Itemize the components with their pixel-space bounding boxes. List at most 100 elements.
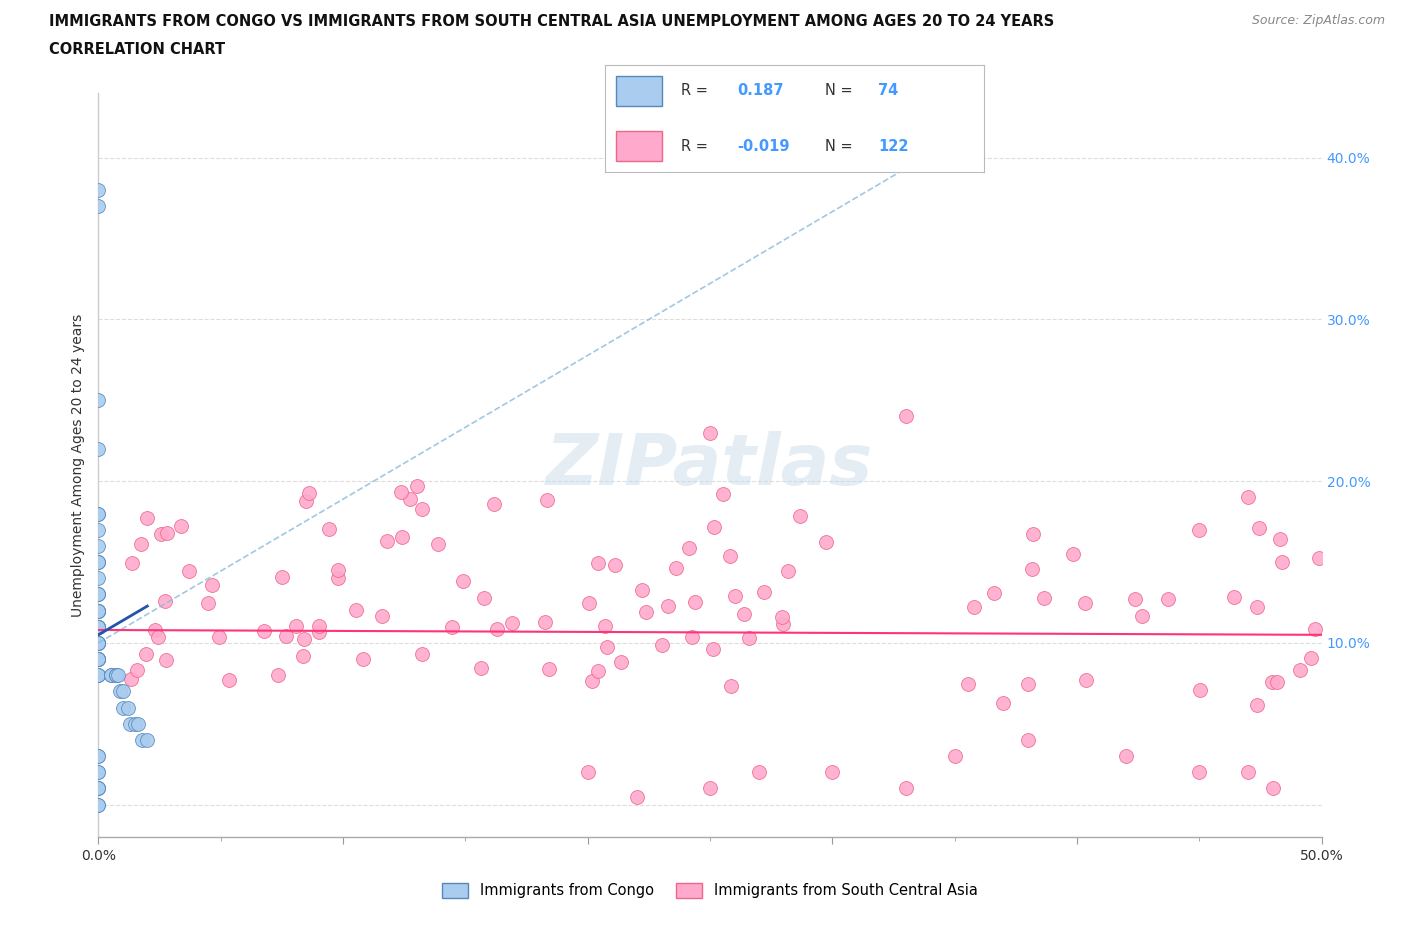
Point — [581, 673, 603, 688]
Point — [1249, 521, 1271, 536]
Point — [87, 554, 110, 569]
Point — [87, 538, 110, 553]
Point — [276, 629, 298, 644]
Point — [1033, 591, 1056, 605]
Bar — [616, 131, 662, 162]
Point — [389, 485, 412, 499]
Point — [218, 672, 240, 687]
Point — [703, 519, 725, 534]
Bar — [616, 76, 662, 106]
Text: Source: ZipAtlas.com: Source: ZipAtlas.com — [1251, 14, 1385, 27]
Text: N =: N = — [825, 139, 852, 153]
Point — [1074, 673, 1097, 688]
Point — [634, 604, 657, 619]
Point — [201, 578, 224, 592]
Point — [207, 630, 229, 644]
Text: ZIPatlas: ZIPatlas — [547, 431, 873, 499]
Point — [87, 764, 110, 779]
Point — [1017, 676, 1039, 691]
Text: CORRELATION CHART: CORRELATION CHART — [49, 42, 225, 57]
Point — [87, 604, 110, 618]
Point — [87, 506, 110, 521]
Point — [87, 652, 110, 667]
Point — [318, 522, 340, 537]
Point — [87, 652, 110, 667]
Point — [391, 529, 413, 544]
Point — [1021, 562, 1043, 577]
Point — [537, 661, 560, 676]
Point — [145, 622, 167, 637]
Point — [406, 479, 429, 494]
Point — [894, 409, 917, 424]
Text: N =: N = — [825, 84, 852, 99]
Point — [411, 501, 433, 516]
Point — [772, 617, 794, 631]
Point — [737, 631, 759, 645]
Point — [127, 716, 149, 731]
Point — [131, 733, 153, 748]
Legend: Immigrants from Congo, Immigrants from South Central Asia: Immigrants from Congo, Immigrants from S… — [436, 877, 984, 904]
Point — [328, 570, 350, 585]
Point — [155, 653, 177, 668]
Point — [146, 630, 169, 644]
Point — [1308, 551, 1330, 565]
Text: IMMIGRANTS FROM CONGO VS IMMIGRANTS FROM SOUTH CENTRAL ASIA UNEMPLOYMENT AMONG A: IMMIGRANTS FROM CONGO VS IMMIGRANTS FROM… — [49, 14, 1054, 29]
Point — [470, 660, 492, 675]
Point — [1246, 599, 1268, 614]
Point — [752, 585, 775, 600]
Point — [631, 583, 654, 598]
Point — [87, 781, 110, 796]
Point — [87, 506, 110, 521]
Point — [399, 491, 422, 506]
Point — [1115, 749, 1137, 764]
Point — [87, 523, 110, 538]
Point — [1271, 555, 1294, 570]
Point — [344, 603, 367, 618]
Point — [1303, 622, 1326, 637]
Point — [121, 556, 143, 571]
Point — [718, 549, 741, 564]
Point — [326, 563, 349, 578]
Point — [284, 619, 307, 634]
Point — [1074, 596, 1097, 611]
Point — [776, 564, 799, 578]
Point — [1237, 764, 1260, 779]
Point — [87, 797, 110, 812]
Point — [87, 635, 110, 650]
Point — [87, 604, 110, 618]
Point — [789, 509, 811, 524]
Point — [411, 647, 433, 662]
Point — [626, 790, 648, 804]
Point — [1123, 591, 1146, 606]
Point — [451, 574, 474, 589]
Point — [87, 619, 110, 634]
Point — [87, 668, 110, 683]
Point — [104, 668, 127, 683]
Point — [87, 635, 110, 650]
Point — [1261, 674, 1284, 689]
Point — [87, 604, 110, 618]
Point — [87, 619, 110, 634]
Point — [135, 511, 157, 525]
Point — [87, 749, 110, 764]
Point — [87, 604, 110, 618]
Point — [720, 678, 742, 693]
Text: R =: R = — [681, 84, 707, 99]
Point — [153, 593, 176, 608]
Point — [586, 663, 609, 678]
Point — [748, 764, 770, 779]
Point — [100, 668, 122, 683]
Point — [1130, 609, 1153, 624]
Point — [352, 652, 374, 667]
Point — [87, 604, 110, 618]
Point — [87, 587, 110, 602]
Point — [596, 640, 619, 655]
Point — [963, 599, 986, 614]
Point — [593, 618, 616, 633]
Point — [129, 537, 152, 551]
Point — [120, 671, 142, 686]
Point — [87, 797, 110, 812]
Point — [87, 781, 110, 796]
Point — [605, 558, 627, 573]
Point — [197, 595, 219, 610]
